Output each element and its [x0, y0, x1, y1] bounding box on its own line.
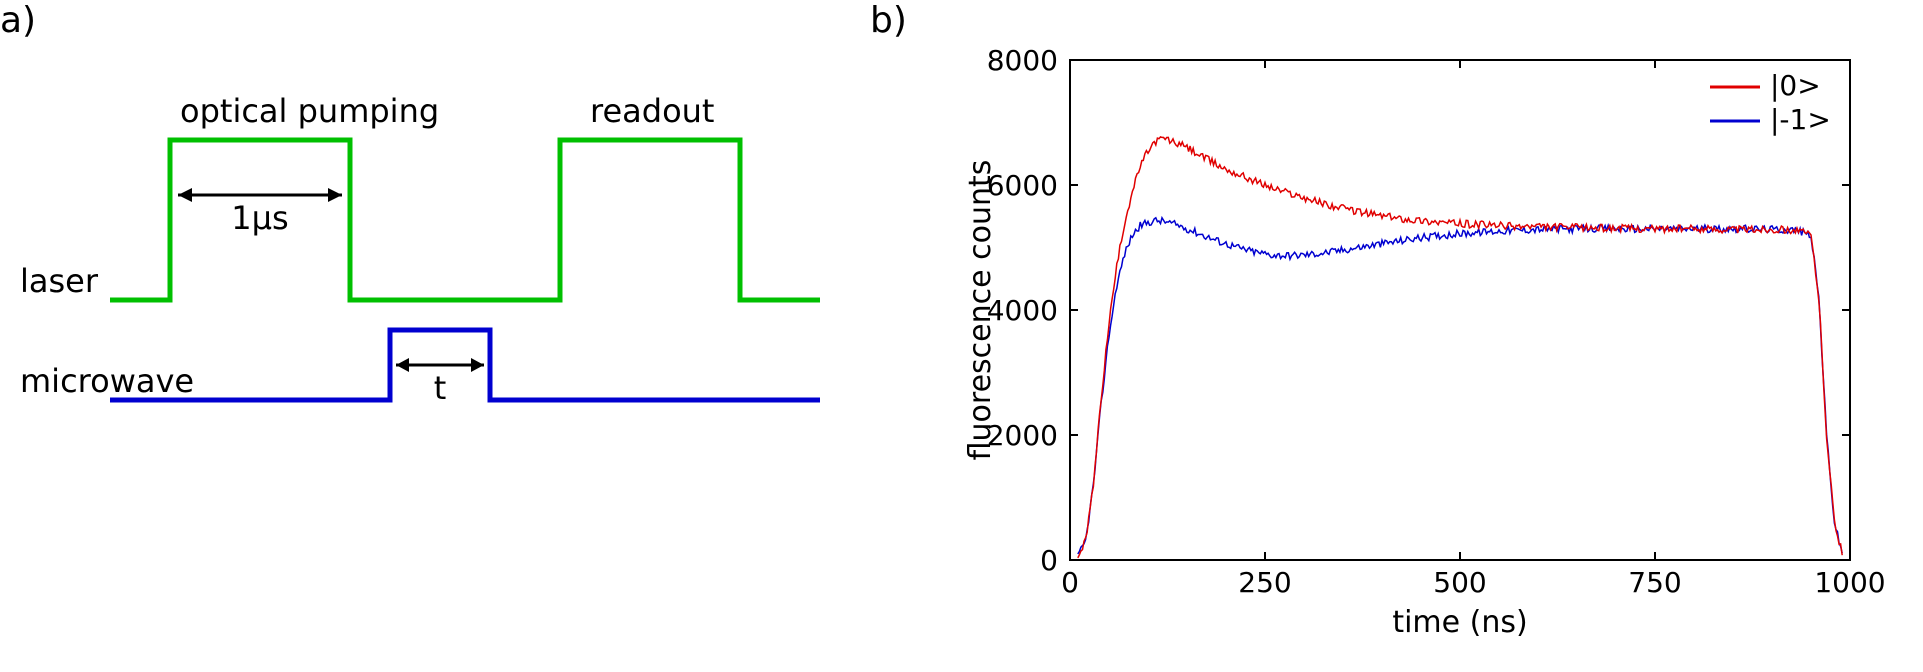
- xtick-label: 1000: [1814, 566, 1885, 599]
- xtick-label: 250: [1238, 566, 1291, 599]
- xtick-label: 0: [1061, 566, 1079, 599]
- plot-frame: [1070, 60, 1850, 560]
- xtick-label: 500: [1433, 566, 1486, 599]
- figure: a) optical pumping readout laser microwa…: [0, 0, 1923, 672]
- xtick-label: 750: [1628, 566, 1681, 599]
- y-axis-label: fluorescence counts: [963, 160, 998, 461]
- series-|-1>: [1078, 218, 1842, 554]
- legend-label: |0>: [1770, 69, 1821, 102]
- ytick-label: 8000: [987, 44, 1058, 77]
- series-|0>: [1078, 137, 1842, 558]
- x-axis-label: time (ns): [1392, 605, 1527, 640]
- panel-b-chart: 0250500750100002000400060008000time (ns)…: [0, 0, 1923, 672]
- legend-label: |-1>: [1770, 103, 1831, 136]
- ytick-label: 0: [1040, 544, 1058, 577]
